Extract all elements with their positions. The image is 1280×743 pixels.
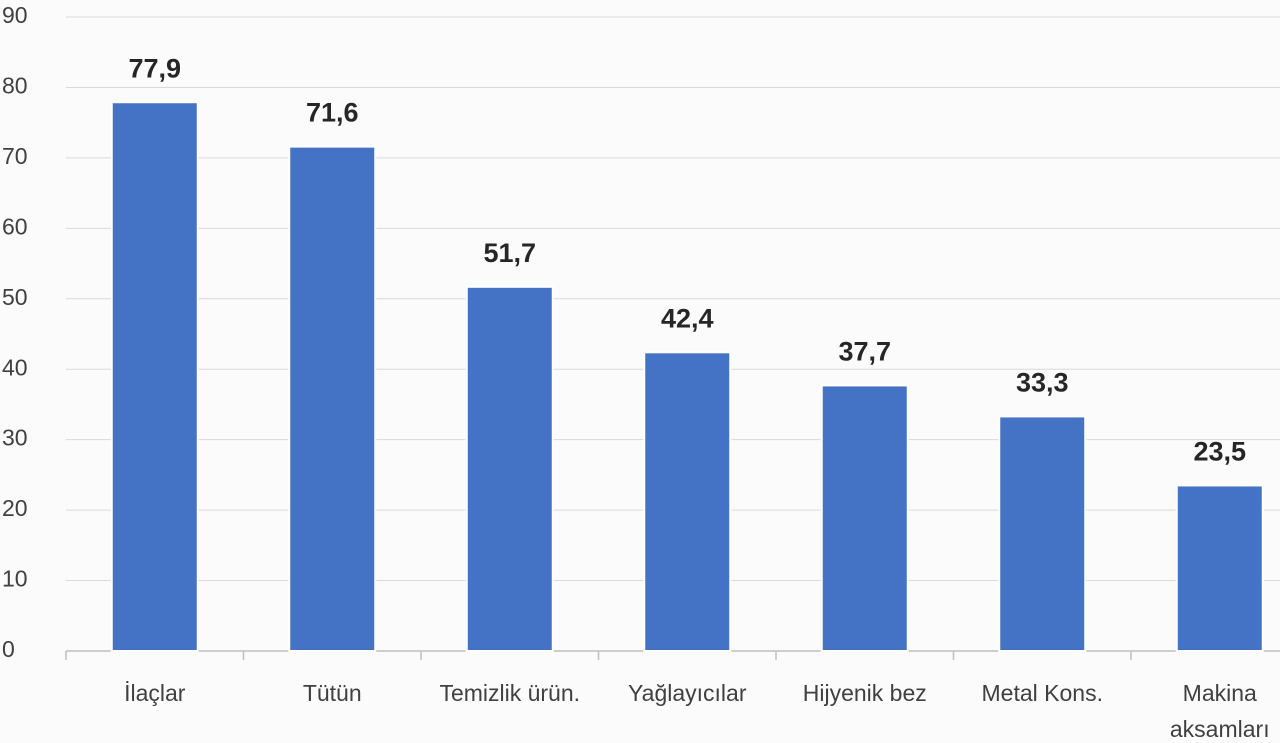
bar: [288, 145, 377, 653]
x-tick-label: Yağlayıcılar: [628, 680, 747, 706]
y-tick-label: 80: [2, 73, 28, 99]
data-label: 33,3: [1016, 368, 1069, 398]
x-tick-label: Temizlik ürün.: [439, 680, 581, 706]
x-tick-label: Hijyenik bez: [802, 680, 927, 706]
x-tick-label: Makina aksamları: [1169, 680, 1270, 742]
bar: [998, 415, 1087, 653]
data-label: 23,5: [1193, 437, 1246, 467]
data-label: 51,7: [483, 238, 536, 268]
data-label: 42,4: [661, 303, 714, 333]
data-label: 37,7: [838, 337, 891, 367]
y-tick-label: 40: [2, 354, 28, 380]
y-tick-label: 60: [2, 213, 28, 239]
bar: [1175, 484, 1264, 653]
y-tick-label: 90: [2, 2, 28, 28]
y-tick-label: 0: [2, 636, 15, 662]
bar: [820, 384, 909, 652]
x-tick-label: Tütün: [302, 680, 362, 706]
y-tick-label: 10: [2, 566, 28, 592]
y-tick-label: 50: [2, 284, 28, 310]
bar: [643, 351, 732, 652]
y-tick-label: 70: [2, 143, 28, 169]
data-label: 77,9: [128, 53, 181, 83]
bar: [465, 285, 554, 652]
y-tick-label: 30: [2, 425, 28, 451]
x-tick-label: İlaçlar: [124, 680, 186, 706]
y-tick-label: 20: [2, 495, 28, 521]
x-tick-label: Metal Kons.: [981, 680, 1103, 706]
bar: [110, 101, 199, 652]
data-label: 71,6: [306, 98, 359, 128]
